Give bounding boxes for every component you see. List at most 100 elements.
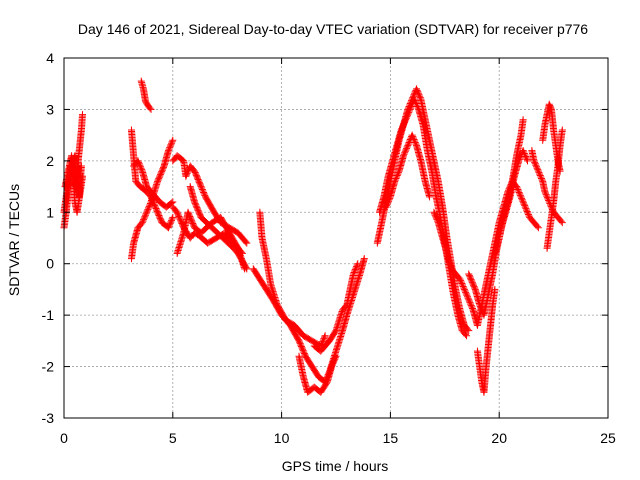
data-point — [403, 111, 411, 119]
data-point — [413, 102, 421, 110]
data-point — [168, 216, 176, 224]
series-5 — [127, 136, 177, 263]
data-point — [517, 193, 525, 201]
data-point — [432, 213, 440, 221]
data-point — [544, 195, 552, 203]
data-point — [426, 193, 434, 201]
data-point — [168, 139, 176, 147]
data-point — [332, 352, 340, 360]
y-tick-label: 4 — [46, 50, 54, 66]
data-point — [518, 194, 526, 202]
data-point — [464, 294, 472, 302]
data-point — [198, 186, 206, 194]
data-point — [385, 196, 393, 204]
data-point — [465, 297, 473, 305]
data-point — [391, 177, 399, 185]
data-point — [460, 285, 468, 293]
data-point — [536, 172, 544, 180]
data-point — [400, 120, 408, 128]
data-point — [523, 206, 531, 214]
data-point — [459, 281, 467, 289]
data-point — [165, 145, 173, 153]
data-point — [458, 280, 466, 288]
data-point — [151, 202, 159, 210]
data-point — [140, 214, 148, 222]
data-point — [393, 172, 401, 180]
data-point — [141, 213, 149, 221]
data-point — [431, 211, 439, 219]
data-point — [416, 94, 424, 102]
data-point — [522, 205, 530, 213]
series-3 — [61, 152, 86, 216]
data-point — [537, 173, 545, 181]
data-point — [399, 123, 407, 131]
data-point — [543, 194, 551, 202]
series-21 — [473, 285, 499, 396]
data-point — [409, 133, 417, 141]
series-14 — [295, 352, 340, 396]
data-point — [411, 97, 419, 105]
data-point — [532, 161, 540, 169]
data-point — [391, 176, 399, 184]
data-point — [414, 88, 422, 96]
data-point — [463, 291, 471, 299]
data-point — [514, 186, 522, 194]
data-point — [78, 172, 86, 180]
data-point — [518, 196, 526, 204]
data-point — [401, 147, 409, 155]
data-point — [398, 125, 406, 133]
data-point — [331, 355, 339, 363]
data-point — [462, 290, 470, 298]
data-point — [538, 176, 546, 184]
data-point — [515, 188, 523, 196]
data-point — [534, 167, 542, 175]
series-23 — [528, 147, 566, 227]
data-point — [416, 92, 424, 100]
data-point — [434, 217, 442, 225]
data-point — [145, 202, 153, 210]
data-point — [321, 332, 329, 340]
data-point — [403, 113, 411, 121]
data-point — [350, 269, 358, 277]
data-point — [531, 160, 539, 168]
data-point — [399, 152, 407, 160]
data-point — [519, 197, 527, 205]
data-point — [535, 169, 543, 177]
data-point — [405, 138, 413, 146]
data-point — [460, 284, 468, 292]
x-tick-label: 20 — [491, 430, 507, 446]
data-point — [462, 288, 470, 296]
data-point — [169, 136, 177, 144]
data-point — [524, 210, 532, 218]
data-point — [165, 222, 173, 230]
data-point — [459, 282, 467, 290]
plot-border — [63, 57, 609, 419]
data-point — [534, 166, 542, 174]
data-point — [404, 110, 412, 118]
data-point — [542, 191, 550, 199]
data-point — [319, 336, 327, 344]
data-point — [138, 219, 146, 227]
data-point — [182, 172, 190, 180]
data-point — [353, 261, 361, 269]
y-tick-label: 0 — [46, 256, 54, 272]
data-point — [349, 270, 357, 278]
data-series — [60, 77, 566, 396]
data-point — [243, 265, 251, 273]
data-point — [558, 219, 566, 227]
series-25 — [543, 126, 566, 252]
data-point — [197, 183, 205, 191]
x-tick-label: 10 — [274, 430, 290, 446]
data-point — [463, 332, 471, 340]
x-tick-label: 0 — [60, 430, 68, 446]
data-point — [352, 264, 360, 272]
data-point — [184, 166, 192, 174]
data-point — [141, 211, 149, 219]
series-6 — [130, 157, 177, 211]
data-point — [414, 104, 422, 112]
data-point — [520, 148, 528, 156]
data-point — [456, 275, 464, 283]
data-point — [522, 152, 530, 160]
data-point — [135, 160, 143, 168]
